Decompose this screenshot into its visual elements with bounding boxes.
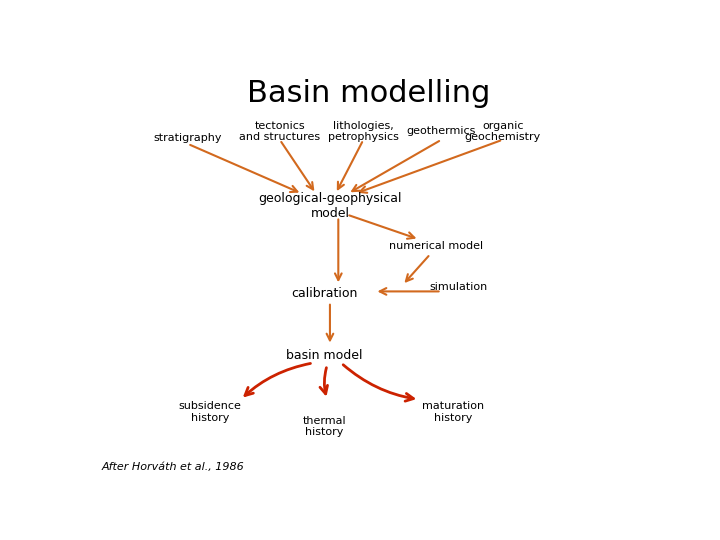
Text: numerical model: numerical model	[389, 241, 483, 251]
Text: stratigraphy: stratigraphy	[153, 132, 222, 143]
Text: Basin modelling: Basin modelling	[247, 79, 491, 109]
Text: calibration: calibration	[291, 287, 358, 300]
Text: geothermics: geothermics	[407, 126, 476, 136]
Text: basin model: basin model	[286, 349, 363, 362]
Text: simulation: simulation	[429, 282, 487, 292]
Text: organic
geochemistry: organic geochemistry	[465, 120, 541, 142]
Text: geological-geophysical
model: geological-geophysical model	[258, 192, 402, 220]
Text: lithologies,
petrophysics: lithologies, petrophysics	[328, 120, 399, 142]
Text: tectonics
and structures: tectonics and structures	[239, 120, 320, 142]
Text: After Horváth et al., 1986: After Horváth et al., 1986	[101, 462, 244, 472]
Text: subsidence
history: subsidence history	[179, 401, 241, 423]
Text: thermal
history: thermal history	[302, 416, 346, 437]
Text: maturation
history: maturation history	[422, 401, 484, 423]
